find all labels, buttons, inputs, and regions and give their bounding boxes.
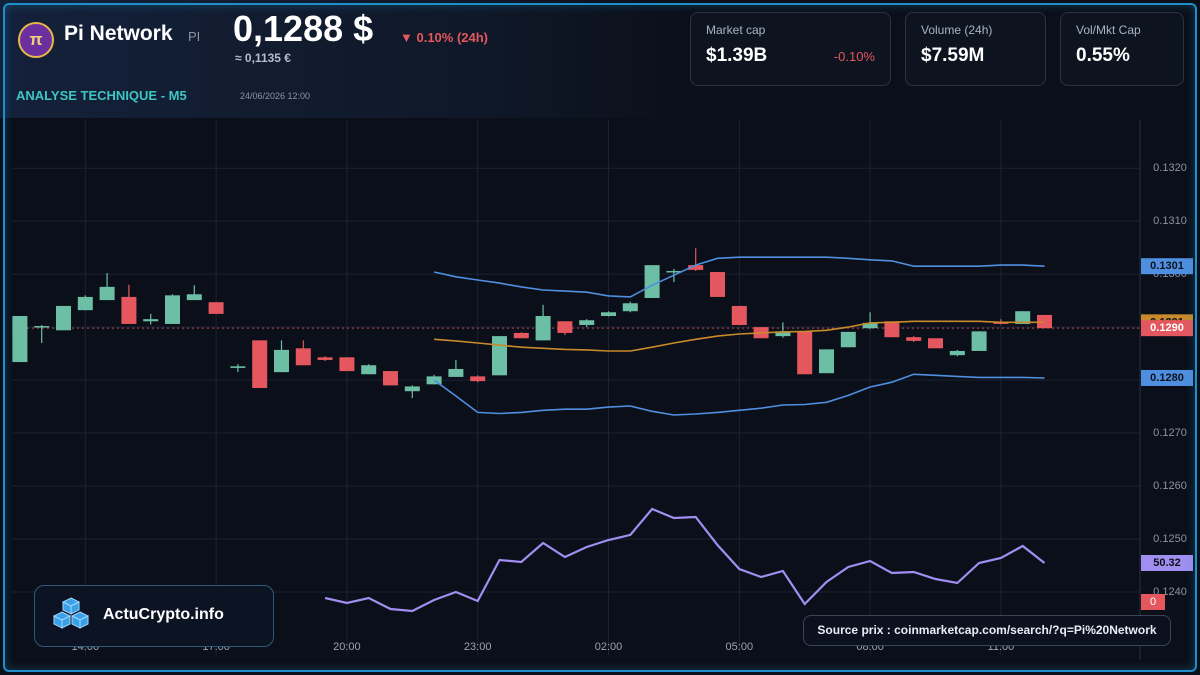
candle-body bbox=[622, 303, 638, 312]
y2-tick-label: 0 bbox=[1150, 596, 1156, 608]
header: π Pi Network PI 0,1288 $ ▼ 0.10% (24h) ≈… bbox=[0, 0, 690, 118]
candle-body bbox=[775, 331, 791, 337]
x-tick-label: 20:00 bbox=[333, 641, 361, 653]
candle-body bbox=[993, 322, 1009, 324]
candle-body bbox=[884, 321, 900, 338]
line-series bbox=[324, 507, 1046, 613]
candle-body bbox=[274, 349, 289, 373]
candle-body bbox=[949, 350, 965, 356]
stat-card: Volume (24h) $7.59M bbox=[905, 12, 1046, 86]
candle-body bbox=[731, 305, 747, 325]
candle-body bbox=[492, 336, 507, 376]
candle-body bbox=[601, 312, 616, 316]
brand-logo bbox=[52, 597, 90, 629]
candle-body bbox=[99, 286, 115, 301]
candle-body bbox=[12, 315, 28, 363]
line-series bbox=[433, 373, 1045, 416]
candle-body bbox=[383, 371, 398, 386]
line-series bbox=[433, 256, 1045, 298]
candle-body bbox=[339, 357, 355, 372]
stat-label: Market cap bbox=[706, 23, 766, 37]
candle-body bbox=[165, 295, 180, 324]
candle-body bbox=[34, 326, 50, 328]
candle-body bbox=[644, 265, 660, 298]
candle-body bbox=[448, 368, 464, 377]
price-eur: ≈ 0,1135 € bbox=[235, 51, 291, 65]
value-tag-label: 0.1290 bbox=[1150, 322, 1184, 334]
value-tag-label: 0.1280 bbox=[1150, 372, 1184, 384]
y-tick-label: 0.1250 bbox=[1153, 533, 1187, 545]
candle-body bbox=[666, 270, 682, 273]
stat-value: $7.59M bbox=[921, 45, 985, 66]
candle-body bbox=[77, 296, 93, 311]
brand-box: ActuCrypto.info bbox=[34, 585, 274, 647]
candle-body bbox=[208, 302, 224, 314]
price-change: ▼ 0.10% (24h) bbox=[400, 30, 489, 45]
stat-card: Market cap $1.39B -0.10% bbox=[690, 12, 891, 86]
y-tick-label: 0.1270 bbox=[1153, 427, 1187, 439]
timestamp: 24/06/2026 12:00 bbox=[240, 91, 311, 101]
candle-body bbox=[1015, 311, 1031, 324]
candle-body bbox=[819, 349, 834, 374]
candle-body bbox=[252, 340, 268, 389]
price: 0,1288 $ bbox=[233, 8, 374, 49]
candle-body bbox=[295, 348, 311, 366]
candle-body bbox=[121, 296, 137, 324]
candle-body bbox=[797, 331, 813, 375]
value-tag-label: 0.1301 bbox=[1150, 260, 1184, 272]
x-tick-label: 05:00 bbox=[726, 641, 754, 653]
candle-body bbox=[513, 332, 529, 339]
candle-body bbox=[928, 338, 943, 349]
candle-body bbox=[404, 386, 420, 392]
candle-body bbox=[557, 321, 573, 333]
stat-card: Vol/Mkt Cap 0.55% bbox=[1060, 12, 1184, 86]
candle-body bbox=[688, 265, 704, 270]
coin-name: Pi Network bbox=[64, 22, 173, 45]
brand-name: ActuCrypto.info bbox=[103, 606, 224, 623]
stat-value: 0.55% bbox=[1076, 45, 1130, 66]
stat-change: -0.10% bbox=[833, 49, 875, 64]
y2-tick-tag bbox=[1141, 593, 1165, 610]
coin-logo: π bbox=[18, 22, 54, 58]
line-series bbox=[434, 320, 1045, 352]
y-tick-label: 0.1320 bbox=[1153, 162, 1187, 174]
x-tick-label: 23:00 bbox=[464, 641, 492, 653]
coin-symbol: PI bbox=[188, 29, 201, 44]
y-tick-label: 0.1310 bbox=[1153, 215, 1187, 227]
candle-body bbox=[579, 320, 595, 325]
section-title: ANALYSE TECHNIQUE - M5 bbox=[16, 88, 187, 103]
candle-body bbox=[710, 272, 725, 297]
candle-body bbox=[56, 305, 71, 331]
candle-body bbox=[840, 331, 856, 348]
candle-body bbox=[535, 315, 551, 341]
source-note: Source prix : coinmarketcap.com/search/?… bbox=[803, 615, 1171, 646]
candle-body bbox=[470, 376, 486, 382]
stat-label: Volume (24h) bbox=[921, 23, 993, 37]
candle-body bbox=[230, 366, 246, 368]
candle-body bbox=[862, 322, 878, 329]
x-tick-label: 02:00 bbox=[595, 641, 623, 653]
stat-label: Vol/Mkt Cap bbox=[1076, 23, 1141, 37]
stat-value: $1.39B bbox=[706, 45, 768, 66]
value-tag bbox=[1141, 554, 1193, 571]
value-tag-label: 50.32 bbox=[1153, 557, 1181, 569]
value-tag bbox=[1141, 320, 1193, 337]
value-tag bbox=[1141, 258, 1193, 275]
candle-body bbox=[971, 331, 987, 351]
candle-body bbox=[186, 294, 202, 301]
candle-body bbox=[906, 337, 922, 341]
candle-body bbox=[317, 357, 333, 360]
y-tick-label: 0.1260 bbox=[1153, 480, 1187, 492]
candle-body bbox=[361, 365, 377, 375]
candle-body bbox=[143, 319, 159, 322]
value-tag bbox=[1141, 369, 1193, 386]
